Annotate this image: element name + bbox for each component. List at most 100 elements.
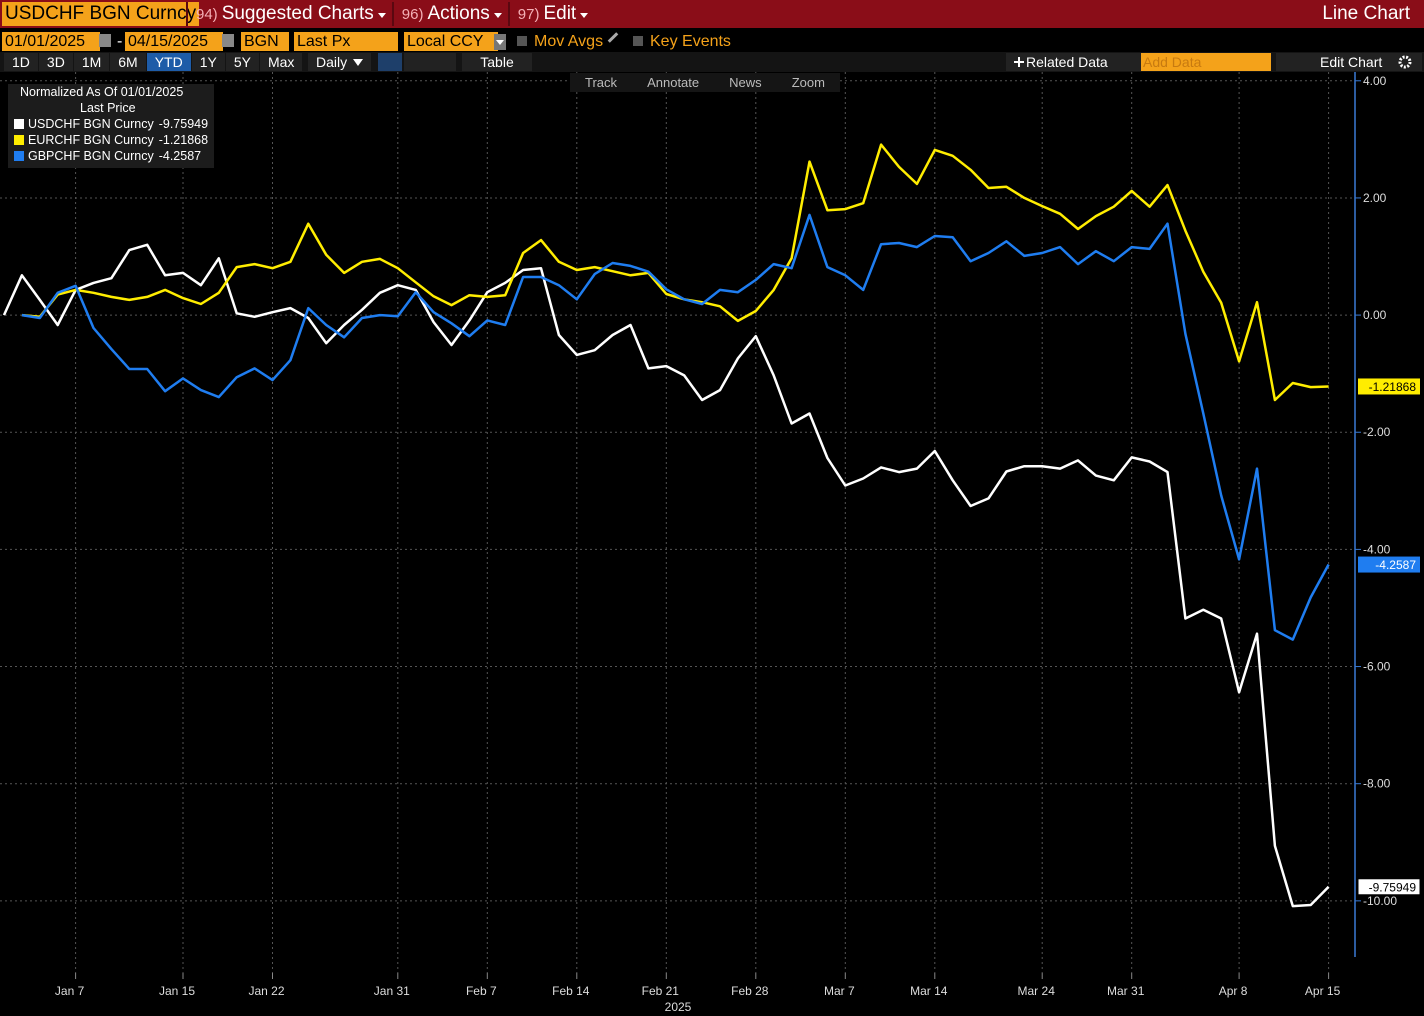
- chart-tool[interactable]: Annotate: [647, 75, 700, 90]
- series-line: [2, 243, 1330, 908]
- security-field[interactable]: USDCHF BGN Curncy: [2, 2, 200, 26]
- legend-entry: GBPCHF BGN Curncy -4.2587: [14, 148, 201, 164]
- y-tick-label: 2.00: [1363, 191, 1387, 205]
- legend-name: GBPCHF BGN Curncy: [28, 149, 154, 163]
- x-tick-label: Apr 8: [1219, 984, 1248, 998]
- x-tick-label: Feb 28: [731, 984, 769, 998]
- legend: Normalized As Of 01/01/2025 Last Price U…: [8, 84, 214, 168]
- pencil-icon[interactable]: [607, 32, 619, 43]
- table-button[interactable]: Table: [462, 53, 532, 71]
- y-tick-label: -6.00: [1363, 660, 1391, 674]
- period-button[interactable]: YTD: [146, 53, 191, 71]
- field-field[interactable]: Last Px: [294, 32, 398, 51]
- frequency-label: Daily: [316, 54, 348, 70]
- x-tick-label: Mar 24: [1018, 984, 1056, 998]
- edit-chart-label: Edit Chart: [1320, 54, 1383, 70]
- y-tick-label: -8.00: [1363, 777, 1391, 791]
- currency-field[interactable]: Local CCY: [404, 32, 498, 51]
- chart-tools: Track Annotate News Zoom: [570, 73, 840, 92]
- x-tick-label: Mar 14: [910, 984, 948, 998]
- y-tick-label: -2.00: [1363, 425, 1391, 439]
- related-data-label: Related Data: [1026, 54, 1108, 70]
- legend-value: -9.75949: [158, 117, 209, 131]
- legend-entry: EURCHF BGN Curncy -1.21868: [14, 132, 208, 148]
- menu-label: Actions: [427, 3, 490, 24]
- edit-chart-button[interactable]: Edit Chart: [1298, 53, 1422, 71]
- title-bar: USDCHF BGN Curncy 94) Suggested Charts 96)…: [0, 0, 1424, 28]
- legend-entry: USDCHF BGN Curncy -9.75949: [14, 116, 208, 132]
- menu-label: Edit: [543, 3, 577, 24]
- start-date[interactable]: 01/01/2025: [2, 32, 100, 51]
- x-tick-label: Feb 14: [552, 984, 590, 998]
- legend-name: EURCHF BGN Curncy: [28, 133, 154, 147]
- x-tick-label: Jan 31: [374, 984, 410, 998]
- y-tick-label: 0.00: [1363, 308, 1387, 322]
- option-label[interactable]: Mov Avgs: [534, 33, 604, 50]
- view-name: Line Chart: [1322, 3, 1410, 24]
- dropdown-arrow: [377, 13, 386, 18]
- chart-tool[interactable]: Track: [585, 75, 618, 90]
- y-tick-label: 4.00: [1363, 74, 1387, 88]
- calendar-icon[interactable]: [99, 34, 111, 47]
- period-button[interactable]: 1M: [73, 53, 110, 71]
- date-separator: -: [117, 33, 123, 50]
- toolbar: 1D 3D 1M 6M YTD 1Y 5Y Max Daily Table Related D…: [0, 52, 1424, 72]
- period-button[interactable]: 3D: [38, 53, 73, 71]
- frequency-button[interactable]: Daily: [308, 53, 372, 71]
- last-value-label: -4.2587: [1375, 558, 1416, 572]
- x-tick-label: Mar 7: [824, 984, 855, 998]
- period-button[interactable]: 6M: [110, 53, 146, 71]
- series-line: [21, 213, 1330, 641]
- x-tick-label: Jan 7: [55, 984, 85, 998]
- last-value-flag: [1357, 878, 1421, 896]
- legend-value: -4.2587: [158, 149, 202, 163]
- legend-swatch: [14, 151, 24, 161]
- calendar-icon[interactable]: [222, 34, 234, 47]
- legend-subtitle: Last Price: [80, 101, 136, 115]
- menu-item[interactable]: 94) Suggested Charts: [186, 2, 392, 26]
- chart-tool[interactable]: News: [729, 75, 762, 90]
- legend-name: USDCHF BGN Curncy: [28, 117, 154, 131]
- chart-tool[interactable]: Zoom: [791, 75, 825, 90]
- gear-icon[interactable]: [1398, 55, 1412, 69]
- menu-item[interactable]: 96) Actions: [391, 2, 508, 26]
- candle-icon[interactable]: [404, 53, 456, 71]
- menu-item[interactable]: 97) Edit: [507, 2, 594, 26]
- line-chart-icon[interactable]: [378, 53, 402, 71]
- related-data-button[interactable]: Related Data: [1006, 53, 1146, 71]
- x-tick-label: Jan 15: [159, 984, 195, 998]
- period-button[interactable]: 5Y: [225, 53, 259, 71]
- last-value-flag: [1358, 556, 1420, 573]
- end-date[interactable]: 04/15/2025: [125, 32, 223, 51]
- checkbox[interactable]: [517, 36, 527, 46]
- series-line: [21, 143, 1329, 402]
- last-value-flag: [1358, 378, 1420, 395]
- checkbox[interactable]: [633, 36, 643, 46]
- menu-key: 97): [517, 6, 540, 23]
- x-tick-label: Feb 7: [466, 984, 497, 998]
- option-label[interactable]: Key Events: [650, 33, 731, 50]
- y-tick-label: -4.00: [1363, 542, 1391, 556]
- legend-value: -1.21868: [158, 133, 209, 147]
- add-data-field[interactable]: Add Data: [1141, 53, 1271, 71]
- period-button[interactable]: 1D: [4, 53, 38, 71]
- last-value-label: -1.21868: [1369, 380, 1417, 394]
- x-tick-label: Mar 31: [1107, 984, 1145, 998]
- legend-swatch: [14, 119, 24, 129]
- dropdown-arrow: [493, 13, 502, 18]
- plus-icon: [1014, 57, 1024, 67]
- settings-bar: 01/01/2025 - 04/15/2025 BGN Last Px Loca…: [0, 30, 1424, 52]
- dropdown-arrow: [580, 13, 589, 18]
- period-button[interactable]: 1Y: [191, 53, 225, 71]
- period-buttons: 1D 3D 1M 6M YTD 1Y 5Y Max: [4, 53, 303, 71]
- last-value-label: -9.75949: [1369, 880, 1417, 894]
- source-field[interactable]: BGN: [241, 32, 289, 51]
- x-tick-label: Jan 22: [248, 984, 284, 998]
- legend-title: Normalized As Of 01/01/2025: [20, 85, 184, 99]
- dropdown-button[interactable]: [494, 34, 506, 50]
- legend-swatch: [14, 135, 24, 145]
- period-button[interactable]: Max: [259, 53, 303, 71]
- menu-key: 96): [401, 6, 424, 23]
- menu-label: Suggested Charts: [221, 3, 374, 24]
